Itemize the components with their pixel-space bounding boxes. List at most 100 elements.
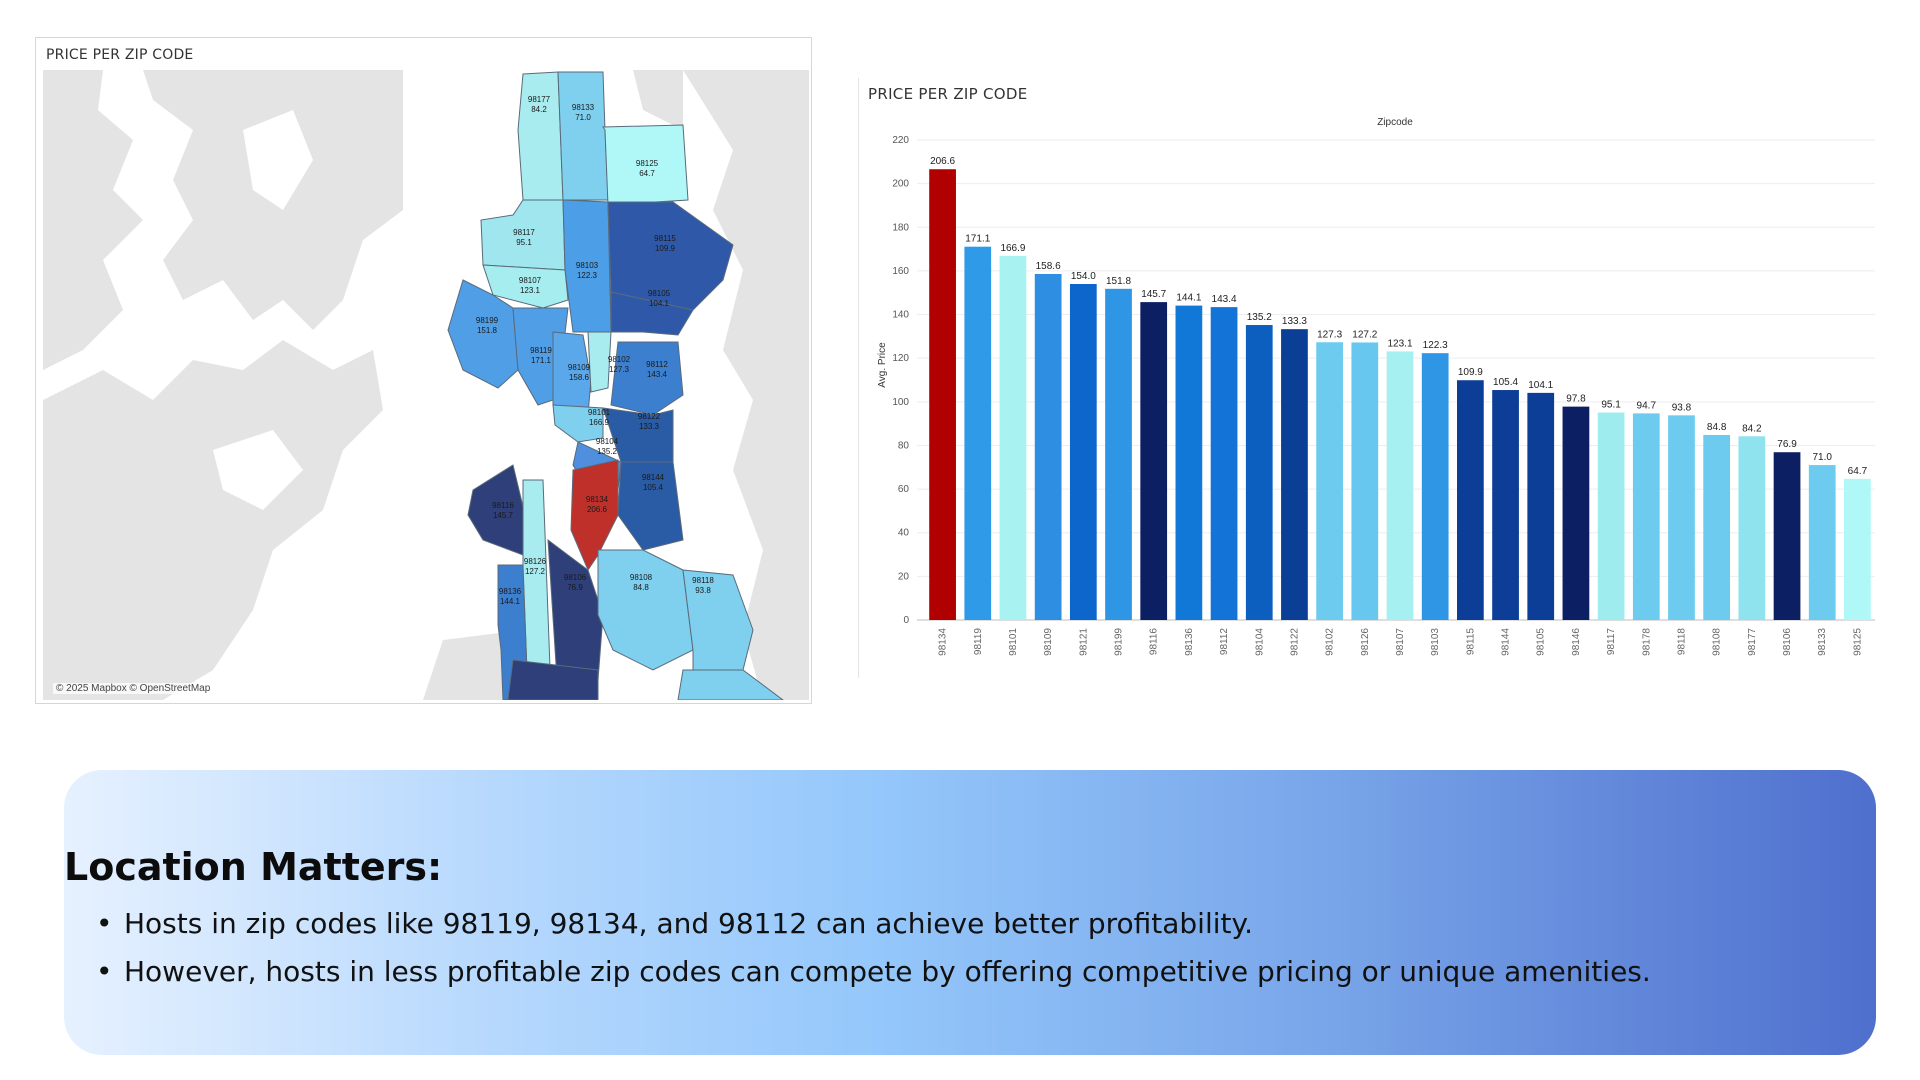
region-value: 64.7 xyxy=(639,169,655,178)
region-98108[interactable] xyxy=(597,549,694,671)
x-tick-label: 98106 xyxy=(1782,628,1793,656)
region-98102[interactable] xyxy=(587,331,612,393)
map-svg: 98177 84.2 98133 71.0 98125 64.7 98117 9… xyxy=(43,70,809,700)
bar-98107[interactable] xyxy=(1386,351,1414,620)
bar-value-label: 133.3 xyxy=(1282,316,1307,327)
bar-value-label: 151.8 xyxy=(1106,276,1131,287)
bar-98104[interactable] xyxy=(1245,325,1273,620)
bar-98108[interactable] xyxy=(1703,434,1731,620)
bullet-icon: • xyxy=(96,955,113,988)
x-tick-label: 98105 xyxy=(1536,628,1547,656)
bar-98116[interactable] xyxy=(1140,302,1168,620)
map-labels: 98177 84.2 98133 71.0 98125 64.7 98117 9… xyxy=(476,95,715,606)
region-98112[interactable] xyxy=(610,341,684,416)
region-98199[interactable] xyxy=(447,279,519,389)
region-98178[interactable] xyxy=(677,669,784,700)
x-tick-label: 98107 xyxy=(1395,628,1406,656)
bar-value-label: 127.3 xyxy=(1317,329,1342,340)
bar-value-label: 166.9 xyxy=(1000,243,1025,254)
bar-value-label: 105.4 xyxy=(1493,377,1518,388)
bar-98109[interactable] xyxy=(1034,273,1062,620)
bar-value-label: 64.7 xyxy=(1848,466,1868,477)
bar-chart[interactable]: Zipcode 0 20 40 60 80 100 120 140 160 180 200 220 A… xyxy=(855,75,1880,680)
x-tick-label: 98108 xyxy=(1712,628,1723,656)
region-value: 171.1 xyxy=(531,356,552,365)
x-tick-label: 98115 xyxy=(1465,628,1476,656)
x-tick-label: 98146 xyxy=(1571,628,1582,656)
region-label: 98109 xyxy=(568,363,591,372)
bar-value-label: 109.9 xyxy=(1458,367,1483,378)
bar-98177[interactable] xyxy=(1738,436,1766,620)
bar-98101[interactable] xyxy=(999,255,1027,620)
region-98107[interactable] xyxy=(482,264,569,309)
bar-98121[interactable] xyxy=(1069,284,1097,620)
region-98146[interactable] xyxy=(507,659,599,700)
region-label: 98144 xyxy=(642,473,665,482)
region-label: 98101 xyxy=(588,408,611,417)
bar-98117[interactable] xyxy=(1597,412,1625,620)
region-98109[interactable] xyxy=(552,331,592,416)
bar-value-label: 84.8 xyxy=(1707,422,1727,433)
bar-value-label: 76.9 xyxy=(1777,439,1797,450)
region-value: 151.8 xyxy=(477,326,498,335)
y-tick-label: 140 xyxy=(892,310,909,321)
region-98101[interactable] xyxy=(552,404,604,443)
region-label: 98104 xyxy=(596,437,619,446)
region-value: 123.1 xyxy=(520,286,541,295)
bar-98133[interactable] xyxy=(1808,465,1836,620)
region-label: 98107 xyxy=(519,276,542,285)
x-tick-label: 98112 xyxy=(1219,628,1230,656)
region-value: 71.0 xyxy=(575,113,591,122)
x-tick-label: 98199 xyxy=(1114,628,1125,656)
info-list: • Hosts in zip codes like 98119, 98134, a… xyxy=(96,900,1651,996)
info-bullet-item: • Hosts in zip codes like 98119, 98134, a… xyxy=(96,900,1651,948)
bar-98144[interactable] xyxy=(1492,390,1519,620)
y-axis-ticks: 0 20 40 60 80 100 120 140 160 180 200 220 xyxy=(892,135,909,626)
bar-value-label: 144.1 xyxy=(1176,293,1201,304)
region-98105[interactable] xyxy=(610,291,694,336)
bar-98146[interactable] xyxy=(1562,406,1590,620)
region-value: 158.6 xyxy=(569,373,590,382)
region-98144[interactable] xyxy=(617,461,684,551)
bar-98102[interactable] xyxy=(1316,342,1343,620)
bar-value-label: 154.0 xyxy=(1071,271,1096,282)
bar-98126[interactable] xyxy=(1351,342,1379,620)
bar-98119[interactable] xyxy=(964,246,992,620)
bar-98178[interactable] xyxy=(1632,413,1660,620)
y-tick-label: 60 xyxy=(898,484,910,495)
bar-value-label: 84.2 xyxy=(1742,423,1762,434)
region-98122[interactable] xyxy=(602,407,674,463)
bar-98103[interactable] xyxy=(1421,353,1449,620)
x-tick-label: 98117 xyxy=(1606,628,1617,656)
bar-value-label: 123.1 xyxy=(1387,338,1412,349)
bar-98112[interactable] xyxy=(1210,307,1238,620)
region-label: 98199 xyxy=(476,316,499,325)
y-tick-label: 20 xyxy=(898,571,910,582)
y-tick-label: 0 xyxy=(903,615,909,626)
x-tick-label: 98116 xyxy=(1149,628,1160,656)
bar-98118[interactable] xyxy=(1668,415,1695,620)
region-value: 104.1 xyxy=(649,299,670,308)
chart-bars xyxy=(929,169,1871,620)
bar-98134[interactable] xyxy=(929,169,956,620)
map-credit[interactable]: © 2025 Mapbox © OpenStreetMap xyxy=(53,683,214,694)
bar-98136[interactable] xyxy=(1175,305,1203,620)
x-tick-label: 98103 xyxy=(1430,628,1441,656)
x-tick-label: 98177 xyxy=(1747,628,1758,656)
region-label: 98106 xyxy=(564,573,587,582)
map-panel: PRICE PER ZIP CODE xyxy=(35,37,812,704)
map-regions xyxy=(447,71,784,700)
bar-98106[interactable] xyxy=(1773,452,1801,620)
bar-98122[interactable] xyxy=(1281,329,1308,620)
bar-98125[interactable] xyxy=(1844,478,1871,620)
region-98133[interactable] xyxy=(557,71,609,201)
bar-98199[interactable] xyxy=(1105,288,1132,620)
region-value: 127.2 xyxy=(525,567,546,576)
x-tick-label: 98144 xyxy=(1501,628,1512,656)
x-tick-label: 98125 xyxy=(1852,628,1863,656)
choropleth-map[interactable]: 98177 84.2 98133 71.0 98125 64.7 98117 9… xyxy=(43,70,809,700)
bar-98115[interactable] xyxy=(1457,380,1484,620)
region-98177[interactable] xyxy=(517,71,564,201)
region-label: 98133 xyxy=(572,103,595,112)
bar-98105[interactable] xyxy=(1527,392,1555,620)
